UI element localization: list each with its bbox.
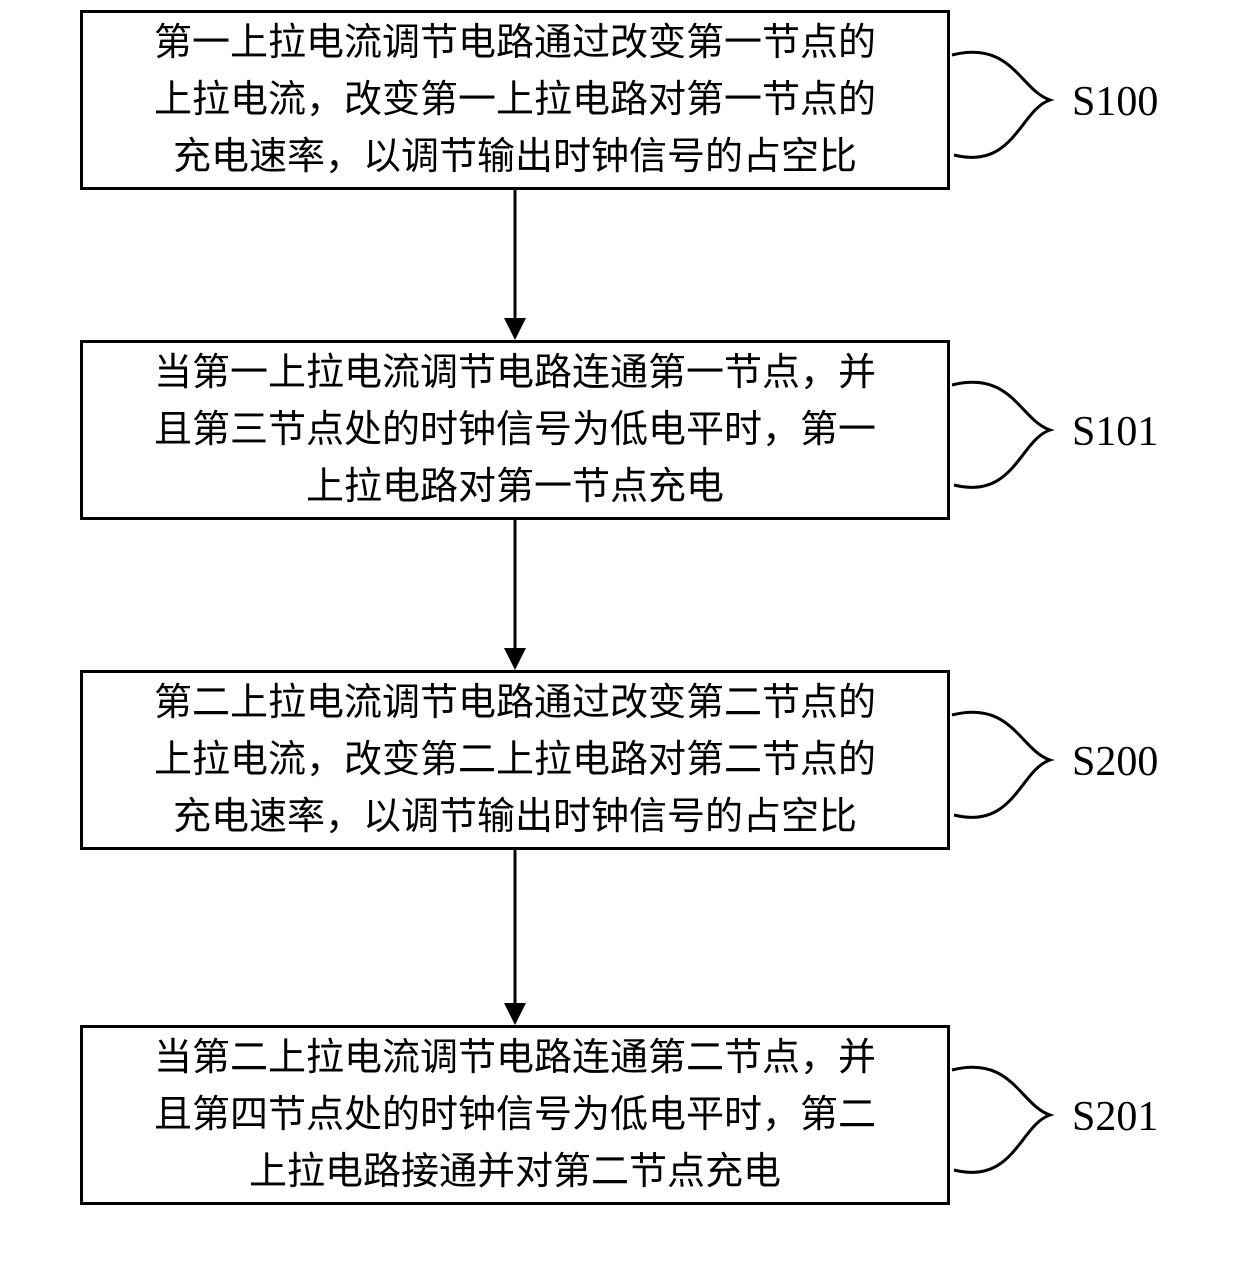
flow-step-text: 第二上拉电流调节电路通过改变第二节点的 上拉电流，改变第二上拉电路对第二节点的 … — [154, 675, 876, 846]
flow-step-text: 当第一上拉电流调节电路连通第一节点，并 且第三节点处的时钟信号为低电平时，第一 … — [154, 345, 876, 516]
flow-step-s201: 当第二上拉电流调节电路连通第二节点，并 且第四节点处的时钟信号为低电平时，第二 … — [80, 1025, 950, 1205]
step-label-s200: S200 — [1072, 738, 1158, 786]
flow-step-s100: 第一上拉电流调节电路通过改变第一节点的 上拉电流，改变第一上拉电路对第一节点的 … — [80, 10, 950, 190]
flow-step-text: 第一上拉电流调节电路通过改变第一节点的 上拉电流，改变第一上拉电路对第一节点的 … — [154, 15, 876, 186]
step-label-s201: S201 — [1072, 1093, 1158, 1141]
flow-step-s200: 第二上拉电流调节电路通过改变第二节点的 上拉电流，改变第二上拉电路对第二节点的 … — [80, 670, 950, 850]
step-label-s100: S100 — [1072, 78, 1158, 126]
flow-step-text: 当第二上拉电流调节电路连通第二节点，并 且第四节点处的时钟信号为低电平时，第二 … — [154, 1030, 876, 1201]
step-label-s101: S101 — [1072, 408, 1158, 456]
flow-step-s101: 当第一上拉电流调节电路连通第一节点，并 且第三节点处的时钟信号为低电平时，第一 … — [80, 340, 950, 520]
